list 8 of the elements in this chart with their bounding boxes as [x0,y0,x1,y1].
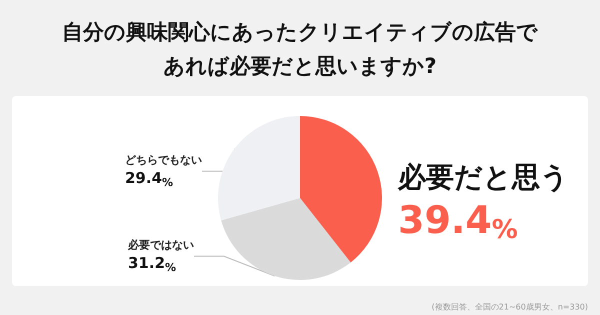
text: (複数回答、全国の21~60歳男女、n=330) [432,302,588,312]
slice-label: 必要だと思う [397,160,569,194]
slice-label: どちらでもない [125,154,202,166]
data-label: 29.4% [125,169,174,189]
chart-title: 自分の興味関心にあったクリエイティブの広告であれば必要だと思いますか? [62,20,538,78]
slice-label: 必要ではない [127,238,194,252]
data-label: 31.2% [128,254,176,274]
data-label: 39.4% [398,198,518,245]
